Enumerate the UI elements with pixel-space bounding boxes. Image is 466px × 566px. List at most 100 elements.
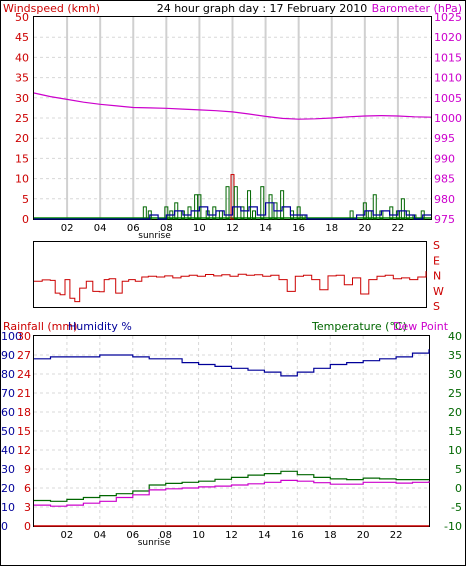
barometer-tick-label: 985 xyxy=(434,173,455,186)
temperature-tick-label: 25 xyxy=(448,387,462,400)
windspeed-tick-label: 5 xyxy=(22,193,29,206)
windspeed-tick-label: 0 xyxy=(22,213,29,226)
x-tick-label: 20 xyxy=(358,223,371,234)
rainfall-tick-label: 3 xyxy=(24,501,31,514)
wind-barometer-x-tick-labels: 02 04 06 08 10 12 14 16 18 20 22 sunrise xyxy=(61,223,405,241)
temperature-tick-label: 10 xyxy=(448,444,462,457)
gust-bar xyxy=(280,190,285,220)
humidity-tick-label: 10 xyxy=(1,501,15,514)
temperature-tick-label: 5 xyxy=(455,463,462,476)
windspeed-axis-title: Windspeed (kmh) xyxy=(3,2,100,15)
barometer-tick-label: 975 xyxy=(434,213,455,226)
x-tick-label: 04 xyxy=(94,223,107,234)
x-tick-label: 08 xyxy=(159,530,172,541)
humidity-tick-label: 60 xyxy=(1,406,15,419)
wind-direction-series xyxy=(34,271,427,303)
chart-title: 24 hour graph day : 17 February 2010 xyxy=(157,2,368,15)
windspeed-tick-label: 20 xyxy=(15,132,29,145)
gust-bar xyxy=(268,194,273,220)
gust-bar xyxy=(252,210,257,220)
temperature-tick-label: 0 xyxy=(455,482,462,495)
x-tick-label: 16 xyxy=(291,530,304,541)
windspeed-tick-label: 10 xyxy=(15,173,29,186)
barometer-tick-label: 995 xyxy=(434,132,455,145)
humidity-tick-label: 0 xyxy=(1,520,8,533)
x-tick-label: 08 xyxy=(160,223,173,234)
avg-wind-line xyxy=(34,202,431,220)
humidity-tick-label: 80 xyxy=(1,368,15,381)
windspeed-tick-label: 25 xyxy=(15,112,29,125)
humidity-axis-title: Humidity % xyxy=(68,320,132,333)
barometer-tick-label: 1015 xyxy=(434,51,462,64)
x-tick-label: 02 xyxy=(61,530,74,541)
temperature-line xyxy=(34,470,429,502)
humidity-tick-label: 30 xyxy=(1,463,15,476)
humidity-tick-label: 40 xyxy=(1,444,15,457)
x-tick-label: 10 xyxy=(192,530,205,541)
windspeed-tick-label: 50 xyxy=(15,11,29,24)
rainfall-axis-title: Rainfall (mm) xyxy=(3,320,77,333)
x-tick-label: 02 xyxy=(61,223,74,234)
rainfall-tick-label: 18 xyxy=(17,406,31,419)
dewpoint-line xyxy=(34,479,430,507)
x-tick-label: 22 xyxy=(390,530,403,541)
x-tick-label: 04 xyxy=(93,530,106,541)
windspeed-tick-label: 45 xyxy=(15,31,29,44)
windspeed-tick-label: 35 xyxy=(15,72,29,85)
rainfall-tick-labels: 0 3 6 9 12 15 18 21 24 27 30 xyxy=(17,330,31,533)
x-tick-label: 06 xyxy=(126,530,139,541)
x-tick-label: 18 xyxy=(324,530,337,541)
gust-bar xyxy=(233,186,238,220)
rainfall-tick-label: 9 xyxy=(24,463,31,476)
gust-bar xyxy=(260,186,265,220)
humidity-tick-labels: 0 10 20 30 40 50 60 70 80 90 100 xyxy=(1,330,22,533)
gust-bar xyxy=(240,206,245,220)
gust-bar xyxy=(400,198,405,220)
barometer-tick-label: 980 xyxy=(434,193,455,206)
x-tick-label: 14 xyxy=(258,530,271,541)
direction-tick-label: W xyxy=(433,285,444,298)
direction-tick-label: E xyxy=(433,254,440,267)
barometer-tick-label: 1005 xyxy=(434,92,462,105)
temperature-tick-label: 20 xyxy=(448,406,462,419)
windspeed-tick-label: 40 xyxy=(15,51,29,64)
rainfall-tick-label: 0 xyxy=(24,520,31,533)
wind-barometer-series xyxy=(33,92,432,220)
humidity-tick-label: 50 xyxy=(1,425,15,438)
direction-tick-label: N xyxy=(433,270,441,283)
rainfall-tick-label: 15 xyxy=(17,425,31,438)
barometer-axis-title: Barometer (hPa) xyxy=(372,2,462,15)
x-tick-label: 14 xyxy=(259,223,272,234)
x-tick-label: 06 xyxy=(127,223,140,234)
x-tick-label: 10 xyxy=(193,223,206,234)
temperature-tick-label: 30 xyxy=(448,368,462,381)
x-tick-label: 18 xyxy=(325,223,338,234)
humidity-line xyxy=(34,349,430,377)
dewpoint-axis-title: Dew Point xyxy=(393,320,449,333)
sunrise-annotation: sunrise xyxy=(138,538,171,548)
x-tick-label: 22 xyxy=(392,223,405,234)
humidity-tick-label: 100 xyxy=(1,330,22,343)
gust-bar xyxy=(225,186,230,220)
temperature-tick-label: 40 xyxy=(448,330,462,343)
humidity-tick-label: 90 xyxy=(1,349,15,362)
humidity-temperature-x-tick-labels: 02 04 06 08 10 12 14 16 18 20 22 sunrise xyxy=(61,530,403,548)
windspeed-tick-labels: 0 5 10 15 20 25 30 35 40 45 50 xyxy=(15,11,29,226)
windspeed-tick-label: 15 xyxy=(15,152,29,165)
rainfall-tick-label: 30 xyxy=(17,330,31,343)
barometer-tick-label: 1025 xyxy=(434,11,462,24)
humidity-temperature-series xyxy=(34,349,430,527)
rainfall-tick-label: 24 xyxy=(17,368,31,381)
humidity-tick-label: 70 xyxy=(1,387,15,400)
wind-direction-line xyxy=(34,271,427,303)
temperature-tick-label: 15 xyxy=(448,425,462,438)
temperature-tick-label: -10 xyxy=(444,520,462,533)
wind-barometer-gridlines xyxy=(34,17,431,219)
rainfall-tick-label: 6 xyxy=(24,482,31,495)
rainfall-tick-label: 12 xyxy=(17,444,31,457)
humidity-tick-label: 20 xyxy=(1,482,15,495)
